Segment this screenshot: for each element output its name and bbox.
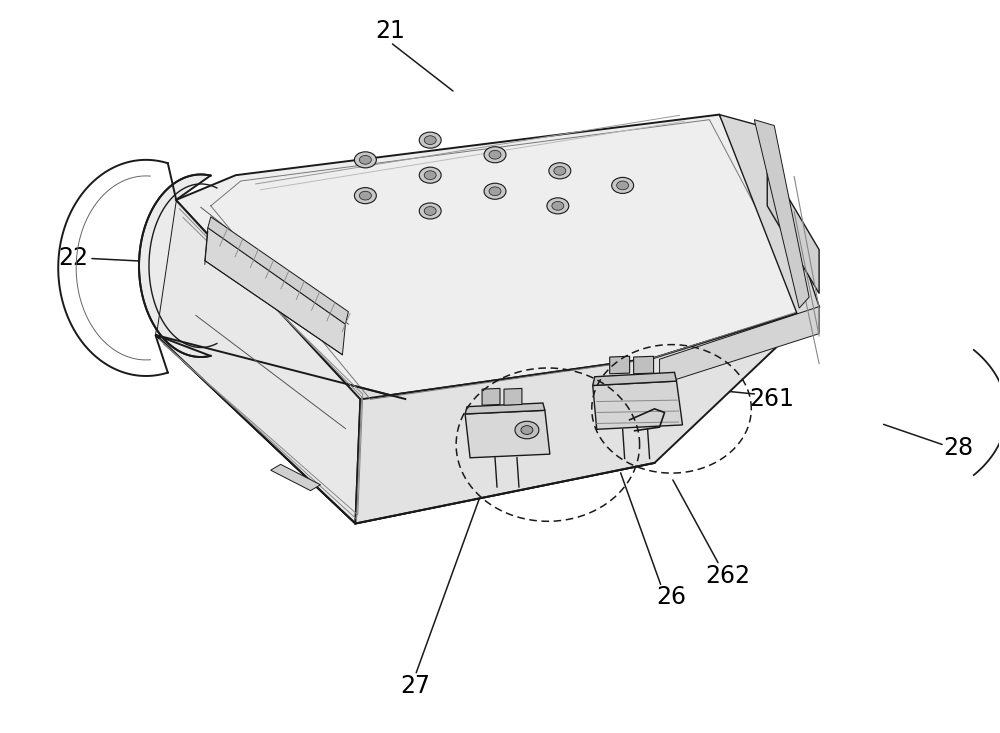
Circle shape bbox=[484, 147, 506, 163]
Polygon shape bbox=[482, 388, 500, 405]
Circle shape bbox=[515, 421, 539, 439]
Polygon shape bbox=[156, 200, 360, 523]
Text: 22: 22 bbox=[58, 246, 88, 270]
Polygon shape bbox=[176, 114, 819, 399]
Circle shape bbox=[484, 183, 506, 199]
Polygon shape bbox=[504, 388, 522, 405]
Polygon shape bbox=[610, 356, 630, 374]
Polygon shape bbox=[660, 306, 819, 385]
Polygon shape bbox=[767, 162, 819, 293]
Polygon shape bbox=[719, 114, 819, 319]
Circle shape bbox=[489, 150, 501, 159]
Circle shape bbox=[419, 167, 441, 183]
Circle shape bbox=[419, 132, 441, 148]
Polygon shape bbox=[139, 174, 211, 357]
Circle shape bbox=[419, 203, 441, 219]
Polygon shape bbox=[634, 356, 654, 374]
Circle shape bbox=[354, 152, 376, 168]
Text: 26: 26 bbox=[657, 584, 687, 608]
Circle shape bbox=[617, 181, 629, 190]
Circle shape bbox=[424, 171, 436, 180]
Polygon shape bbox=[465, 403, 545, 414]
Text: 262: 262 bbox=[705, 564, 750, 588]
Circle shape bbox=[554, 166, 566, 175]
Circle shape bbox=[359, 191, 371, 200]
Polygon shape bbox=[156, 335, 655, 523]
Circle shape bbox=[549, 163, 571, 179]
Polygon shape bbox=[355, 306, 819, 523]
Text: 261: 261 bbox=[749, 387, 794, 411]
Polygon shape bbox=[205, 228, 345, 355]
Circle shape bbox=[521, 426, 533, 435]
Polygon shape bbox=[593, 381, 682, 430]
Circle shape bbox=[612, 177, 634, 194]
Polygon shape bbox=[593, 372, 677, 386]
Polygon shape bbox=[208, 217, 348, 324]
Polygon shape bbox=[465, 410, 550, 458]
Polygon shape bbox=[271, 464, 320, 490]
Circle shape bbox=[552, 202, 564, 210]
Circle shape bbox=[424, 136, 436, 144]
Text: 21: 21 bbox=[375, 18, 405, 43]
Polygon shape bbox=[754, 119, 809, 308]
Circle shape bbox=[359, 155, 371, 164]
Circle shape bbox=[489, 187, 501, 196]
Text: 28: 28 bbox=[944, 436, 974, 460]
Text: 27: 27 bbox=[400, 674, 430, 698]
Circle shape bbox=[354, 188, 376, 204]
Circle shape bbox=[547, 198, 569, 214]
Circle shape bbox=[424, 207, 436, 216]
